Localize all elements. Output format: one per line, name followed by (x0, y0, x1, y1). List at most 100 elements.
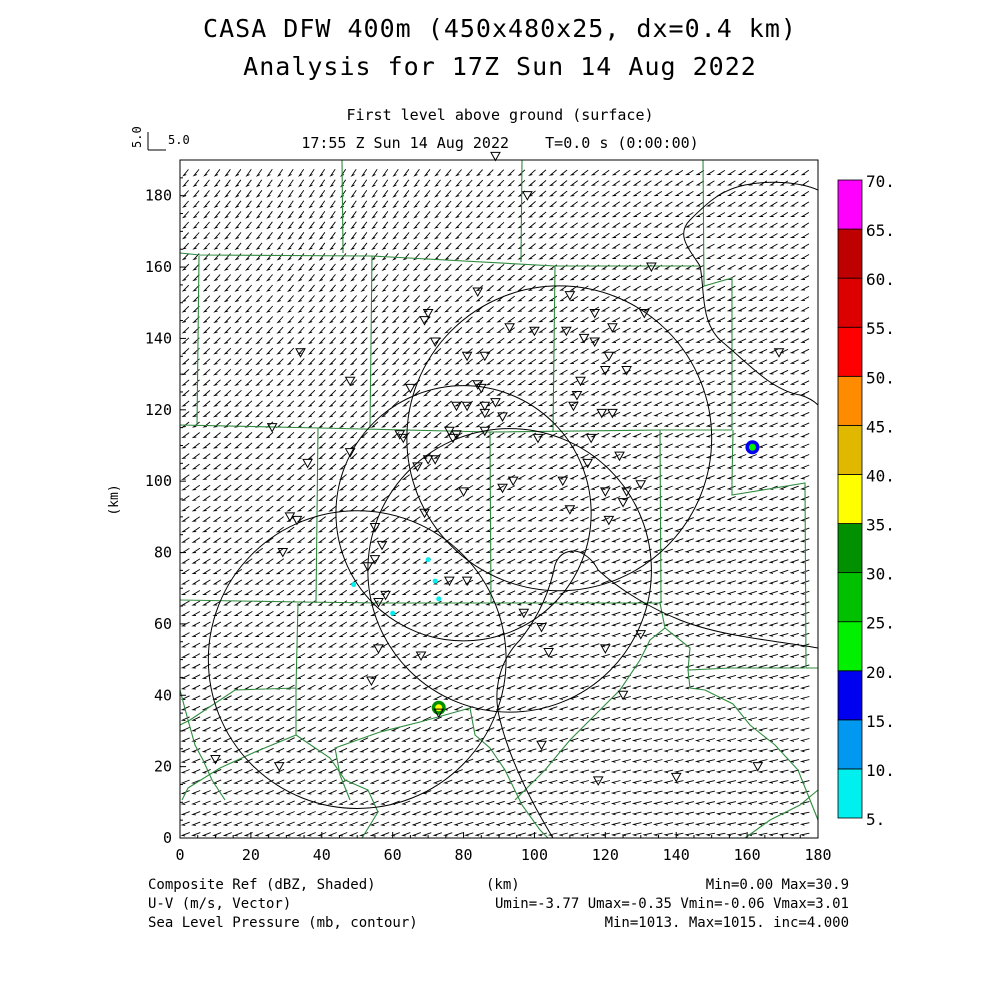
station-marker (295, 348, 306, 358)
station-marker (497, 483, 508, 494)
colorbar-segment (837, 719, 863, 770)
colorbar-label: 50. (866, 368, 895, 387)
colorbar-label: 15. (866, 712, 895, 731)
station-marker (302, 458, 313, 469)
station-marker (557, 476, 569, 487)
station-marker (582, 458, 593, 469)
colorbar-segment (837, 474, 863, 524)
x-tick-label: 40 (313, 846, 331, 864)
station-marker (210, 754, 221, 765)
station-marker (475, 383, 487, 394)
radar-range-ring (335, 385, 592, 642)
colorbar-segment (837, 277, 863, 328)
station-marker (433, 708, 445, 719)
footer-left-1: Composite Ref (dBZ, Shaded) (148, 877, 376, 893)
wind-vector-field (180, 168, 810, 837)
station-marker (422, 308, 434, 319)
station-marker (461, 576, 473, 587)
station-marker (461, 351, 473, 362)
colorbar-segment (837, 523, 863, 574)
station-marker (646, 262, 657, 273)
colorbar-segment (837, 621, 863, 672)
y-tick-label: 160 (145, 258, 172, 276)
station-marker (444, 426, 455, 437)
station-marker (266, 423, 278, 433)
x-tick-label: 80 (455, 846, 473, 864)
footer-left-3: Sea Level Pressure (mb, contour) (148, 915, 418, 931)
y-tick-label: 0 (163, 829, 172, 847)
station-marker (394, 430, 406, 440)
station-marker (752, 762, 764, 772)
colorbar-label: 45. (866, 417, 895, 436)
colorbar-label: 35. (866, 516, 895, 535)
station-marker (617, 498, 629, 508)
station-marker (284, 512, 296, 522)
station-marker (344, 448, 356, 458)
station-marker (415, 651, 427, 662)
station-marker (429, 337, 441, 348)
y-tick-label: 40 (154, 686, 172, 704)
colorbar-segment (837, 670, 863, 721)
reflectivity-echo (390, 610, 396, 616)
y-tick-label: 140 (145, 329, 172, 347)
station-marker (560, 326, 572, 337)
station-marker (472, 287, 484, 298)
station-marker (592, 776, 604, 786)
y-tick-label: 180 (145, 187, 172, 205)
radar-range-ring (406, 285, 713, 592)
colorbar-segment (837, 179, 863, 230)
station-marker (479, 401, 491, 412)
x-tick-label: 180 (804, 846, 831, 864)
footer-left-2: U-V (m/s, Vector) (148, 896, 292, 912)
x-tick-label: 140 (663, 846, 690, 864)
station-marker (369, 555, 381, 565)
x-axis: 0 20 40 60 80 100 120 140 160 180 (175, 832, 832, 864)
station-marker (412, 462, 423, 472)
reference-vector-vertical-label: 5.0 (130, 126, 144, 148)
station-marker (419, 508, 430, 519)
x-axis-label: (km) (486, 877, 520, 893)
station-marker (536, 622, 547, 633)
station-marker (607, 408, 618, 419)
colorbar-label: 25. (866, 614, 895, 633)
station-marker (461, 401, 473, 412)
x-tick-label: 120 (592, 846, 619, 864)
station-marker (670, 772, 682, 783)
y-tick-label: 80 (154, 544, 172, 562)
x-tick-label: 20 (242, 846, 260, 864)
station-marker (621, 487, 632, 497)
x-tick-label: 60 (384, 846, 402, 864)
pressure-contours (496, 181, 819, 839)
footer-right-3: Min=1013. Max=1015. inc=4.000 (604, 915, 849, 931)
station-marker (504, 323, 515, 333)
station-marker (291, 515, 303, 526)
y-axis-label: (km) (107, 484, 122, 515)
station-marker (599, 644, 611, 654)
reflectivity-echo-core (435, 704, 443, 712)
station-marker (273, 762, 285, 772)
colorbar-segment (837, 424, 863, 475)
station-marker (429, 455, 441, 465)
station-marker (599, 487, 611, 497)
station-marker (589, 337, 601, 348)
chart-title-line1: CASA DFW 400m (450x480x25, dx=0.4 km) (203, 14, 797, 43)
wind-vectors (180, 168, 810, 837)
y-axis: 0 20 40 60 80 100 120 140 160 180 (145, 159, 186, 847)
station-marker (419, 316, 430, 326)
station-marker (344, 376, 356, 387)
station-marker (564, 505, 576, 515)
station-marker (422, 455, 434, 465)
station-marker (405, 383, 416, 394)
colorbar-label: 55. (866, 319, 895, 338)
station-marker (543, 647, 554, 658)
station-marker (603, 515, 615, 526)
station-marker (596, 408, 608, 419)
y-tick-label: 60 (154, 615, 172, 633)
station-marker (578, 333, 590, 344)
x-tick-label: 160 (734, 846, 761, 864)
x-tick-label: 0 (175, 846, 184, 864)
station-marker (522, 191, 533, 201)
station-marker (397, 433, 409, 444)
station-marker (532, 433, 544, 444)
